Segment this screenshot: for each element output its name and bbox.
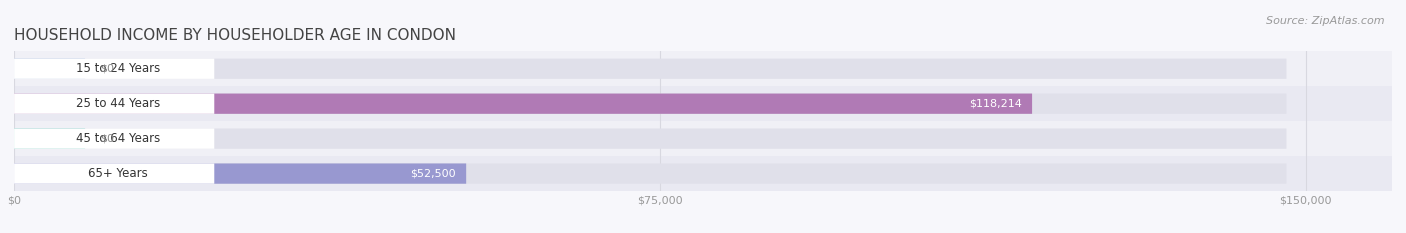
FancyBboxPatch shape <box>14 129 1286 149</box>
FancyBboxPatch shape <box>14 93 214 114</box>
FancyBboxPatch shape <box>14 59 1286 79</box>
Text: 45 to 64 Years: 45 to 64 Years <box>76 132 160 145</box>
Bar <box>14 51 1392 86</box>
Text: $52,500: $52,500 <box>411 169 456 178</box>
Text: $118,214: $118,214 <box>969 99 1022 109</box>
FancyBboxPatch shape <box>14 164 1286 184</box>
Text: HOUSEHOLD INCOME BY HOUSEHOLDER AGE IN CONDON: HOUSEHOLD INCOME BY HOUSEHOLDER AGE IN C… <box>14 28 456 43</box>
Text: Source: ZipAtlas.com: Source: ZipAtlas.com <box>1267 16 1385 26</box>
FancyBboxPatch shape <box>14 129 86 149</box>
Bar <box>14 156 1392 191</box>
FancyBboxPatch shape <box>14 59 86 79</box>
FancyBboxPatch shape <box>14 164 214 184</box>
Text: $0: $0 <box>101 134 115 144</box>
FancyBboxPatch shape <box>14 164 467 184</box>
FancyBboxPatch shape <box>14 129 214 149</box>
Text: 25 to 44 Years: 25 to 44 Years <box>76 97 160 110</box>
Text: 65+ Years: 65+ Years <box>89 167 148 180</box>
FancyBboxPatch shape <box>14 93 1032 114</box>
Text: $0: $0 <box>101 64 115 74</box>
Text: 15 to 24 Years: 15 to 24 Years <box>76 62 160 75</box>
Bar <box>14 86 1392 121</box>
FancyBboxPatch shape <box>14 93 1286 114</box>
FancyBboxPatch shape <box>14 59 214 79</box>
Bar <box>14 121 1392 156</box>
